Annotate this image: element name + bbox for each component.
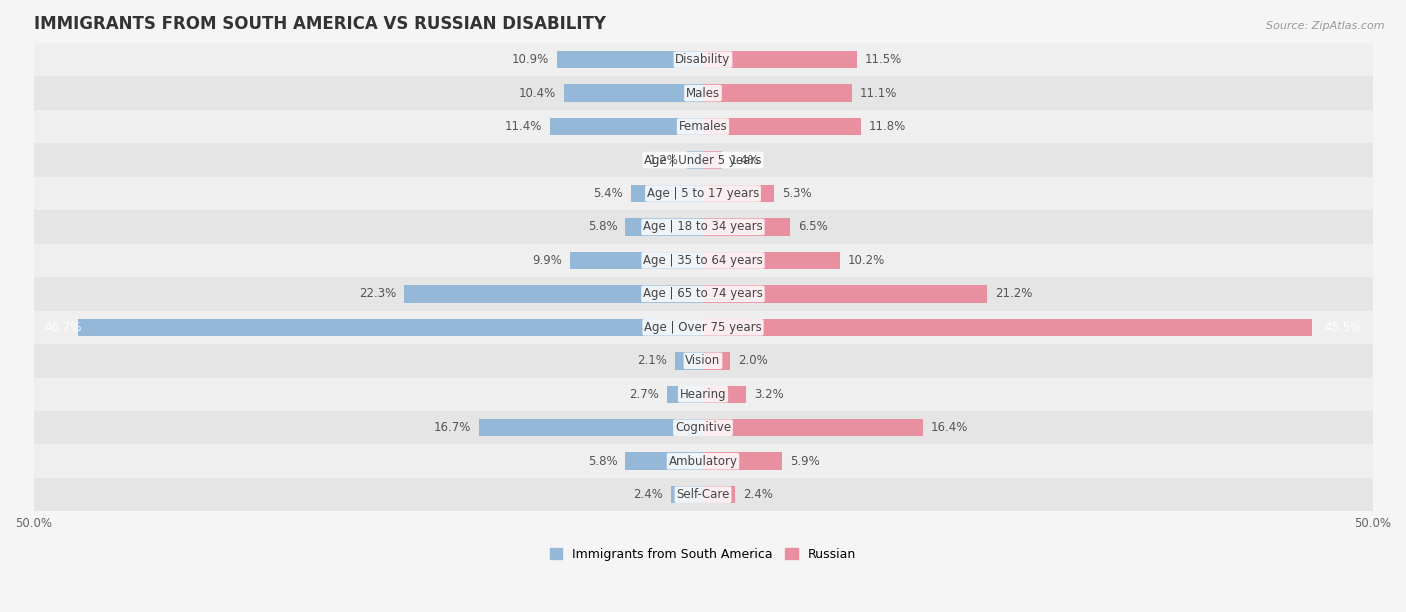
Bar bbox=[626, 218, 703, 236]
Bar bbox=[703, 486, 735, 503]
Bar bbox=[479, 419, 703, 436]
Bar bbox=[571, 252, 703, 269]
Bar bbox=[405, 285, 703, 302]
Text: 1.4%: 1.4% bbox=[730, 154, 759, 166]
Bar bbox=[688, 151, 703, 169]
Text: 3.2%: 3.2% bbox=[754, 388, 783, 401]
Text: 21.2%: 21.2% bbox=[995, 288, 1032, 300]
Bar bbox=[703, 419, 922, 436]
Bar bbox=[34, 378, 1372, 411]
Text: 5.4%: 5.4% bbox=[593, 187, 623, 200]
Text: Males: Males bbox=[686, 86, 720, 100]
Text: Age | Over 75 years: Age | Over 75 years bbox=[644, 321, 762, 334]
Text: 2.4%: 2.4% bbox=[633, 488, 662, 501]
Text: 10.2%: 10.2% bbox=[848, 254, 884, 267]
Text: 6.5%: 6.5% bbox=[799, 220, 828, 233]
Bar bbox=[34, 344, 1372, 378]
Text: 2.7%: 2.7% bbox=[628, 388, 659, 401]
Text: Age | 35 to 64 years: Age | 35 to 64 years bbox=[643, 254, 763, 267]
Bar bbox=[666, 386, 703, 403]
Text: 16.4%: 16.4% bbox=[931, 421, 967, 435]
Text: Age | Under 5 years: Age | Under 5 years bbox=[644, 154, 762, 166]
Bar bbox=[703, 51, 858, 69]
Text: 11.8%: 11.8% bbox=[869, 120, 907, 133]
Text: 11.1%: 11.1% bbox=[859, 86, 897, 100]
Bar bbox=[703, 285, 987, 302]
Bar bbox=[703, 118, 860, 135]
Text: 46.7%: 46.7% bbox=[44, 321, 82, 334]
Text: Females: Females bbox=[679, 120, 727, 133]
Text: Source: ZipAtlas.com: Source: ZipAtlas.com bbox=[1267, 21, 1385, 31]
Bar bbox=[703, 386, 745, 403]
Text: 5.9%: 5.9% bbox=[790, 455, 820, 468]
Bar bbox=[34, 110, 1372, 143]
Bar bbox=[34, 210, 1372, 244]
Text: 1.2%: 1.2% bbox=[650, 154, 679, 166]
Bar bbox=[34, 444, 1372, 478]
Text: 11.4%: 11.4% bbox=[505, 120, 543, 133]
Bar bbox=[34, 177, 1372, 210]
Text: Self-Care: Self-Care bbox=[676, 488, 730, 501]
Text: Disability: Disability bbox=[675, 53, 731, 66]
Bar bbox=[703, 84, 852, 102]
Text: 5.8%: 5.8% bbox=[588, 455, 617, 468]
Text: Hearing: Hearing bbox=[679, 388, 727, 401]
Text: 22.3%: 22.3% bbox=[359, 288, 396, 300]
Bar bbox=[703, 218, 790, 236]
Text: 16.7%: 16.7% bbox=[434, 421, 471, 435]
Text: 9.9%: 9.9% bbox=[533, 254, 562, 267]
Text: 11.5%: 11.5% bbox=[865, 53, 903, 66]
Text: 2.0%: 2.0% bbox=[738, 354, 768, 367]
Bar bbox=[77, 319, 703, 336]
Bar bbox=[703, 319, 1312, 336]
Text: 45.5%: 45.5% bbox=[1324, 321, 1362, 334]
Bar bbox=[550, 118, 703, 135]
Bar bbox=[34, 478, 1372, 512]
Text: Age | 18 to 34 years: Age | 18 to 34 years bbox=[643, 220, 763, 233]
Bar bbox=[703, 151, 721, 169]
Legend: Immigrants from South America, Russian: Immigrants from South America, Russian bbox=[544, 543, 862, 566]
Bar bbox=[631, 185, 703, 202]
Text: Age | 65 to 74 years: Age | 65 to 74 years bbox=[643, 288, 763, 300]
Text: Age | 5 to 17 years: Age | 5 to 17 years bbox=[647, 187, 759, 200]
Bar bbox=[703, 452, 782, 470]
Bar bbox=[34, 311, 1372, 344]
Text: 2.1%: 2.1% bbox=[637, 354, 666, 367]
Bar bbox=[564, 84, 703, 102]
Bar bbox=[34, 411, 1372, 444]
Text: Ambulatory: Ambulatory bbox=[668, 455, 738, 468]
Text: 2.4%: 2.4% bbox=[744, 488, 773, 501]
Bar bbox=[34, 76, 1372, 110]
Bar bbox=[703, 185, 773, 202]
Bar bbox=[34, 277, 1372, 311]
Text: Vision: Vision bbox=[685, 354, 721, 367]
Bar bbox=[675, 352, 703, 370]
Bar bbox=[34, 43, 1372, 76]
Text: 10.9%: 10.9% bbox=[512, 53, 548, 66]
Bar bbox=[626, 452, 703, 470]
Bar bbox=[34, 244, 1372, 277]
Text: 5.3%: 5.3% bbox=[782, 187, 811, 200]
Bar bbox=[34, 143, 1372, 177]
Bar bbox=[703, 252, 839, 269]
Text: 5.8%: 5.8% bbox=[588, 220, 617, 233]
Text: Cognitive: Cognitive bbox=[675, 421, 731, 435]
Text: IMMIGRANTS FROM SOUTH AMERICA VS RUSSIAN DISABILITY: IMMIGRANTS FROM SOUTH AMERICA VS RUSSIAN… bbox=[34, 15, 606, 33]
Text: 10.4%: 10.4% bbox=[519, 86, 555, 100]
Bar bbox=[557, 51, 703, 69]
Bar bbox=[703, 352, 730, 370]
Bar bbox=[671, 486, 703, 503]
